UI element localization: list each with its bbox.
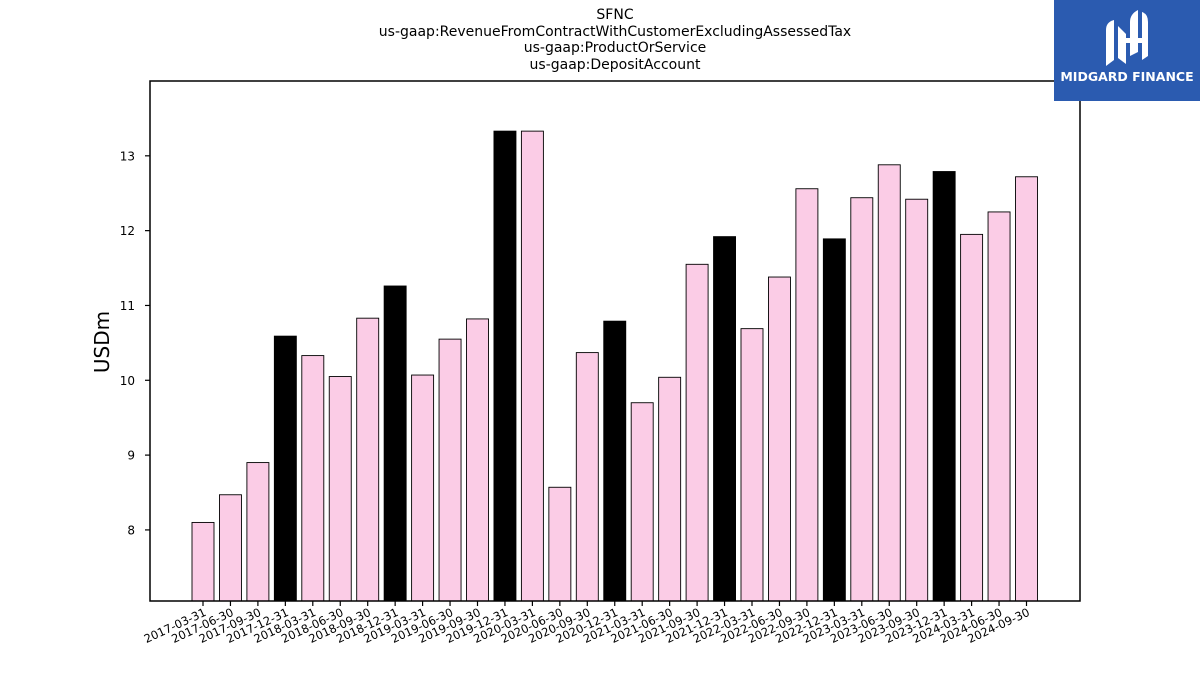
bar-2021-06-30: [658, 376, 682, 602]
bar-2019-03-31: [411, 374, 435, 602]
x-axis: 2017-03-312017-06-302017-09-302017-12-31…: [142, 601, 1032, 646]
y-axis-label: USDm: [90, 311, 114, 373]
bar-2023-03-31: [850, 197, 874, 602]
bar-2018-03-31: [301, 355, 325, 602]
bar-2018-09-30: [356, 317, 380, 602]
bar-2020-09-30: [575, 352, 599, 602]
bar-2023-12-31: [932, 171, 956, 602]
bar-2022-06-30: [768, 276, 791, 602]
midgard-finance-logo: MIDGARD FINANCE: [1054, 0, 1200, 101]
bar-2017-06-30: [218, 494, 242, 602]
bar-2024-09-30: [1015, 176, 1038, 602]
bar-2017-12-31: [273, 335, 297, 602]
y-tick-label: 8: [127, 523, 135, 537]
y-axis: 8 9 10 11 12 13: [120, 149, 150, 537]
bar-2017-09-30: [246, 462, 270, 602]
bar-2020-06-30: [548, 486, 572, 602]
logo-text: MIDGARD FINANCE: [1060, 69, 1194, 84]
bar-2021-03-31: [630, 402, 654, 602]
bar-2017-03-31: [191, 521, 215, 602]
bar-2023-06-30: [877, 164, 901, 602]
y-tick-label: 13: [120, 149, 135, 163]
bar-2022-12-31: [822, 238, 846, 602]
chart-title-line-1: SFNC: [596, 7, 634, 23]
bar-2019-06-30: [438, 338, 462, 602]
chart-title-line-2: us-gaap:RevenueFromContractWithCustomerE…: [378, 23, 852, 40]
y-tick-label: 9: [127, 449, 135, 463]
bar-2020-03-31: [520, 130, 544, 602]
bar-2021-09-30: [685, 263, 709, 602]
bar-2020-12-31: [603, 320, 627, 602]
bar-2022-03-31: [740, 328, 764, 602]
bar-2018-06-30: [328, 376, 352, 602]
bar-2023-09-30: [905, 198, 929, 602]
chart-title-line-4: us-gaap:DepositAccount: [529, 56, 701, 73]
bar-2019-09-30: [466, 318, 489, 602]
bar-2024-03-31: [960, 233, 984, 602]
y-tick-label: 10: [120, 374, 135, 388]
midgard-logo-icon: [1106, 10, 1148, 66]
chart-title: SFNC us-gaap:RevenueFromContractWithCust…: [150, 7, 1080, 73]
chart-title-line-3: us-gaap:ProductOrService: [523, 40, 707, 56]
bar-2021-12-31: [713, 236, 736, 602]
bar-2019-12-31: [493, 130, 517, 602]
y-tick-label: 11: [120, 299, 135, 313]
bar-2024-06-30: [987, 211, 1011, 602]
y-tick-label: 12: [120, 224, 135, 238]
bar-2022-09-30: [795, 188, 819, 602]
bars-group: [191, 130, 1038, 602]
bar-2018-12-31: [383, 285, 407, 602]
